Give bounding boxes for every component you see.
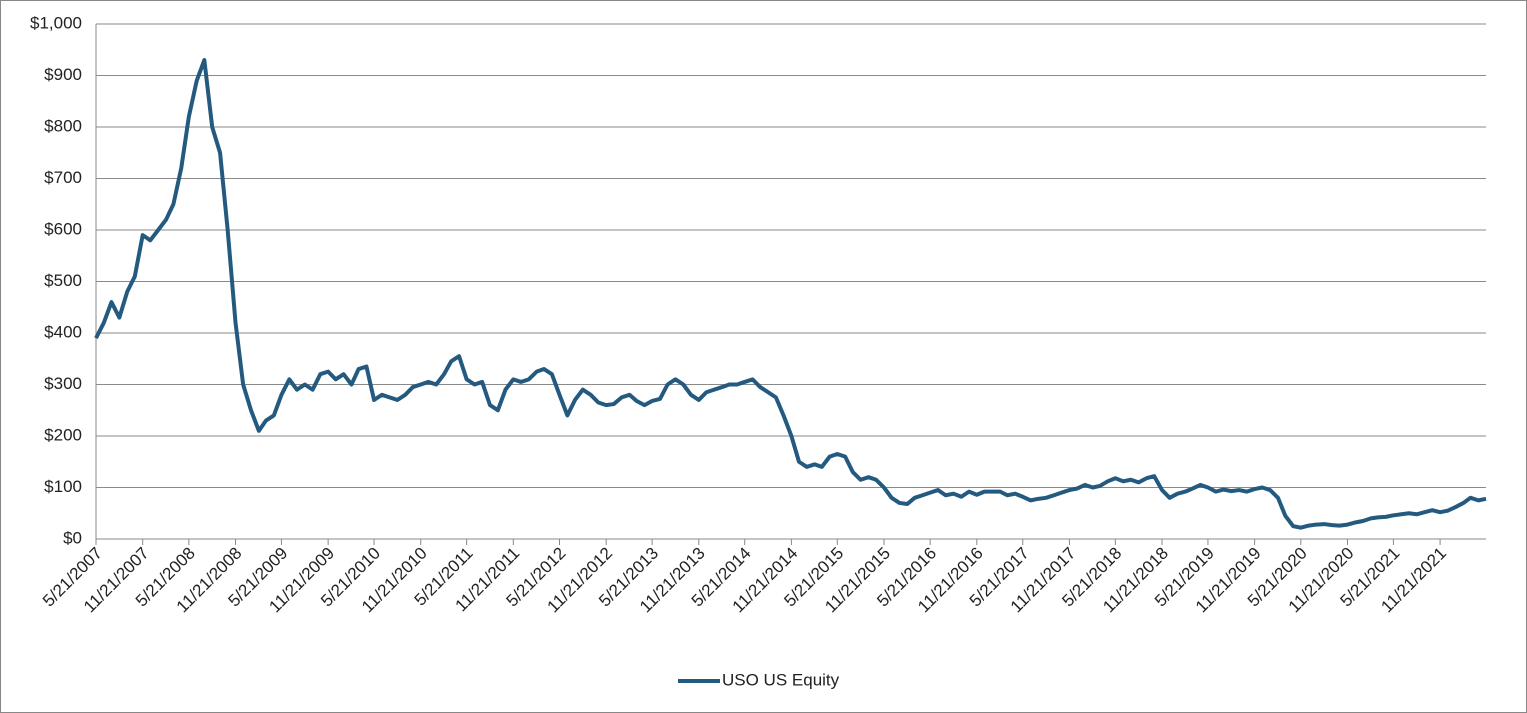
y-tick-label: $600 — [44, 219, 82, 238]
y-tick-label: $100 — [44, 477, 82, 496]
y-tick-label: $400 — [44, 322, 82, 341]
y-tick-label: $1,000 — [30, 13, 82, 32]
y-tick-label: $300 — [44, 374, 82, 393]
y-tick-label: $800 — [44, 116, 82, 135]
y-tick-label: $200 — [44, 425, 82, 444]
y-tick-label: $500 — [44, 271, 82, 290]
legend-label: USO US Equity — [722, 670, 840, 689]
y-tick-label: $900 — [44, 65, 82, 84]
line-series — [94, 58, 1487, 530]
y-tick-label: $700 — [44, 168, 82, 187]
y-tick-label: $0 — [63, 528, 82, 547]
